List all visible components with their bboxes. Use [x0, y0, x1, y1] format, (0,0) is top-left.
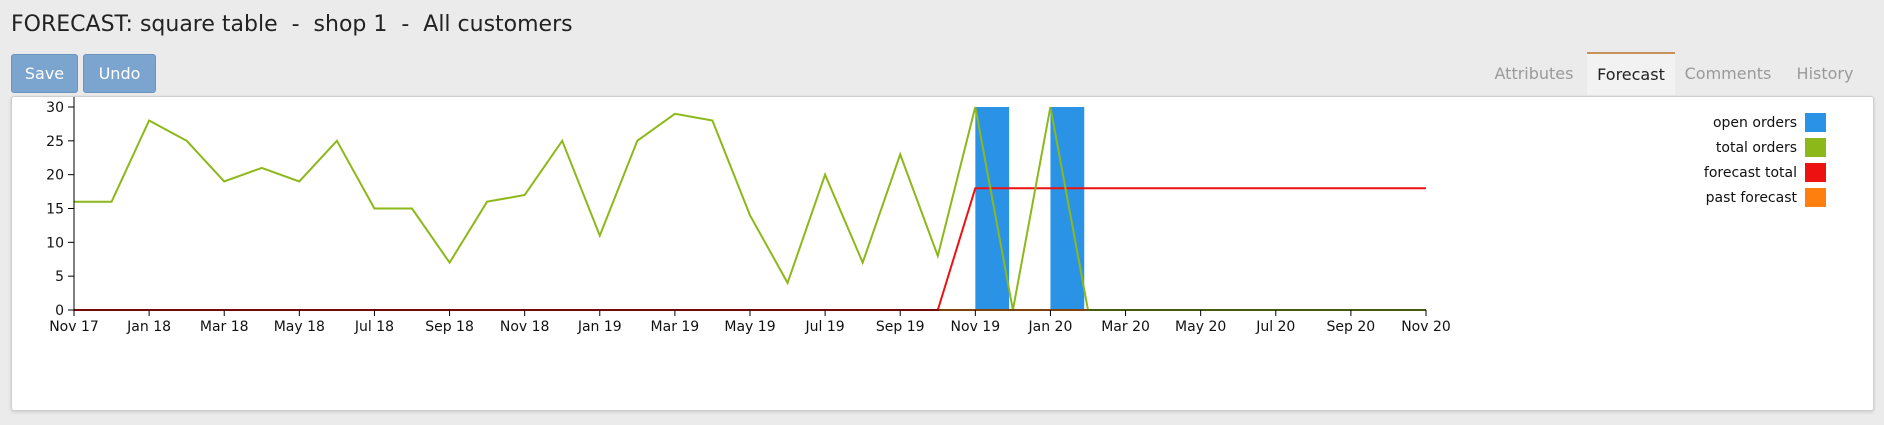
- forecast-total-line: [74, 187, 1426, 311]
- y-tick-label: 25: [46, 134, 64, 150]
- forecast-chart: 0 5 10 15 20 25 30 Nov 17 Jan 18 Mar 18 May 18 Jul …: [46, 97, 1826, 335]
- undo-button[interactable]: Undo: [83, 54, 156, 93]
- tab-comments[interactable]: Comments: [1684, 64, 1772, 83]
- x-tick-label: Mar 18: [200, 319, 249, 335]
- x-tick-label: Nov 19: [951, 319, 1001, 335]
- x-tick-label: May 18: [274, 319, 325, 335]
- x-tick-label: Jan 20: [1028, 319, 1073, 335]
- tab-history[interactable]: History: [1796, 64, 1854, 83]
- y-tick-label: 10: [46, 235, 64, 251]
- y-tick-label: 15: [46, 202, 64, 218]
- legend-label-past-forecast: past forecast: [1706, 190, 1798, 206]
- legend-swatch-total-orders: [1805, 138, 1826, 157]
- x-tick-label: Sep 18: [425, 319, 474, 335]
- x-tick-label: May 19: [724, 319, 775, 335]
- tab-attributes[interactable]: Attributes: [1494, 64, 1574, 83]
- tab-bar: Attributes Forecast Comments History: [1484, 52, 1884, 95]
- y-tick-label: 20: [46, 168, 64, 184]
- x-tick-label: Jul 20: [1255, 319, 1295, 335]
- x-tick-label: Jan 19: [577, 319, 622, 335]
- legend-label-forecast-total: forecast total: [1704, 165, 1797, 181]
- x-tick-label: Jul 19: [805, 319, 845, 335]
- x-tick-label: Jan 18: [126, 319, 171, 335]
- tab-forecast[interactable]: Forecast: [1587, 52, 1675, 95]
- x-tick-label: Mar 20: [1101, 319, 1150, 335]
- x-tick-label: Sep 20: [1327, 319, 1376, 335]
- x-tick-label: Nov 17: [49, 319, 99, 335]
- legend-swatch-open-orders: [1805, 113, 1826, 132]
- y-tick-label: 5: [55, 269, 64, 285]
- y-tick-label: 30: [46, 100, 64, 116]
- legend-swatch-past-forecast: [1805, 188, 1826, 207]
- x-tick-label: Mar 19: [651, 319, 700, 335]
- x-tick-label: May 20: [1175, 319, 1226, 335]
- x-tick-label: Nov 18: [500, 319, 550, 335]
- forecast-chart-panel: 0 5 10 15 20 25 30 Nov 17 Jan 18 Mar 18 May 18 Jul …: [11, 96, 1874, 411]
- total-orders-line: [74, 106, 1426, 311]
- y-tick-label: 0: [55, 303, 64, 319]
- page-title: FORECAST: square table - shop 1 - All cu…: [11, 12, 573, 37]
- x-tick-label: Nov 20: [1401, 319, 1451, 335]
- legend-swatch-forecast-total: [1805, 163, 1826, 182]
- save-button[interactable]: Save: [11, 54, 78, 93]
- legend-label-total-orders: total orders: [1716, 140, 1797, 156]
- x-tick-label: Jul 18: [354, 319, 394, 335]
- x-tick-label: Sep 19: [876, 319, 925, 335]
- legend-label-open-orders: open orders: [1713, 115, 1797, 131]
